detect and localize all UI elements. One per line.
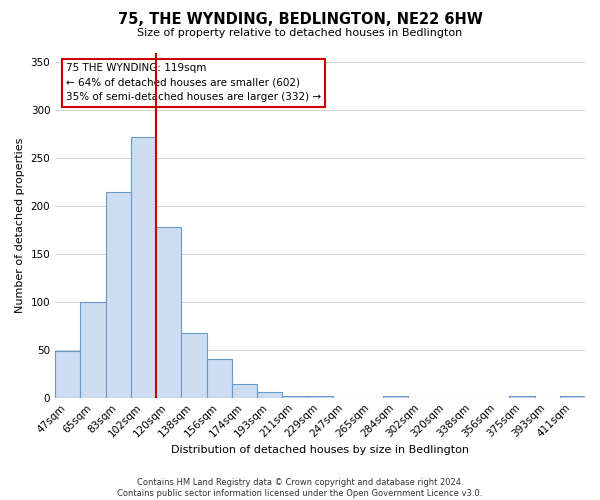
Bar [106,192,131,398]
Y-axis label: Number of detached properties: Number of detached properties [15,138,25,313]
Bar [257,392,282,398]
Bar [560,396,585,398]
Text: 75 THE WYNDING: 119sqm
← 64% of detached houses are smaller (602)
35% of semi-de: 75 THE WYNDING: 119sqm ← 64% of detached… [66,63,321,102]
Bar [55,350,80,398]
Bar [131,137,156,398]
Bar [206,360,232,398]
Bar [307,396,332,398]
Bar [156,227,181,398]
Bar [282,396,307,398]
Text: Size of property relative to detached houses in Bedlington: Size of property relative to detached ho… [137,28,463,38]
Bar [181,332,206,398]
X-axis label: Distribution of detached houses by size in Bedlington: Distribution of detached houses by size … [171,445,469,455]
Bar [383,396,409,398]
Bar [80,302,106,398]
Text: 75, THE WYNDING, BEDLINGTON, NE22 6HW: 75, THE WYNDING, BEDLINGTON, NE22 6HW [118,12,482,28]
Bar [509,396,535,398]
Bar [232,384,257,398]
Text: Contains HM Land Registry data © Crown copyright and database right 2024.
Contai: Contains HM Land Registry data © Crown c… [118,478,482,498]
